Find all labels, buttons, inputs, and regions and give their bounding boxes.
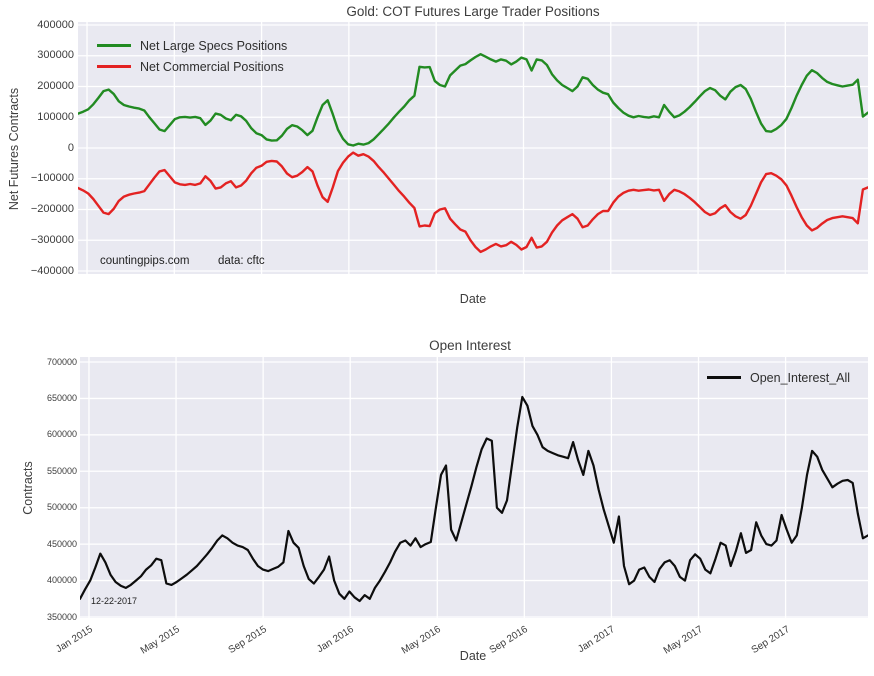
x-tick-label: May 2015 [138,624,182,657]
y-tick-label: −200000 [30,203,74,215]
y-tick-label: 500000 [46,502,77,513]
top-chart-legend: Net Large Specs Positions Net Commercial… [97,35,287,77]
series-line-net-large-specs-positions [78,53,868,147]
y-tick-label: −400000 [30,264,74,277]
red-line-sample-icon [97,65,131,68]
y-tick-label: −100000 [30,172,74,185]
x-tick-label: Sep 2015 [226,624,269,657]
legend-row-specs: Net Large Specs Positions [97,35,287,56]
series-line-net-commercial-positions [78,151,868,254]
y-tick-label: 600000 [46,429,77,440]
y-tick-label: −300000 [30,233,74,246]
x-tick-label: Jan 2016 [315,624,357,656]
bottom-chart-plot-area [80,357,868,618]
y-tick-label: 550000 [46,465,77,476]
y-tick-label: 650000 [46,392,77,403]
x-tick-label: Jan 2015 [54,624,95,656]
legend-row-commercials: Net Commercial Positions [97,56,287,77]
bottom-chart-legend: Open_Interest_All [707,367,850,388]
y-tick-label: 0 [67,141,74,154]
legend-label-specs: Net Large Specs Positions [140,38,288,53]
green-line-sample-icon [97,44,131,47]
x-tick-label: Jan 2017 [576,624,618,656]
bottom-chart-title: Open Interest [429,338,511,353]
legend-row-open-interest: Open_Interest_All [707,367,850,388]
watermark-text: countingpips.com [100,255,190,267]
legend-label-commercials: Net Commercial Positions [140,59,284,74]
legend-label-open-interest: Open_Interest_All [750,370,851,385]
y-tick-label: 300000 [37,49,74,62]
y-tick-label: 700000 [46,356,77,367]
y-tick-label: 400000 [37,18,74,31]
black-line-sample-icon [707,376,741,379]
top-chart-x-axis-label: Date [459,292,487,306]
y-tick-label: 200000 [37,80,74,92]
plot-background [80,357,868,618]
data-source-text: data: cftc [218,255,265,267]
bottom-chart-x-axis-label: Date [459,649,487,663]
x-tick-label: May 2017 [661,624,705,657]
y-tick-label: 350000 [46,611,77,622]
y-tick-label: 100000 [37,110,74,123]
y-tick-label: 400000 [46,575,77,586]
x-tick-label: Sep 2017 [749,624,792,657]
top-chart-plot-area [78,22,868,274]
y-tick-label: 450000 [46,538,77,549]
series-line-open-interest-all [80,395,868,603]
top-chart-y-axis-label: Net Futures Contracts [7,87,21,211]
top-chart-title: Gold: COT Futures Large Trader Positions [346,4,600,19]
last-date-annotation: 12-22-2017 [91,596,138,606]
